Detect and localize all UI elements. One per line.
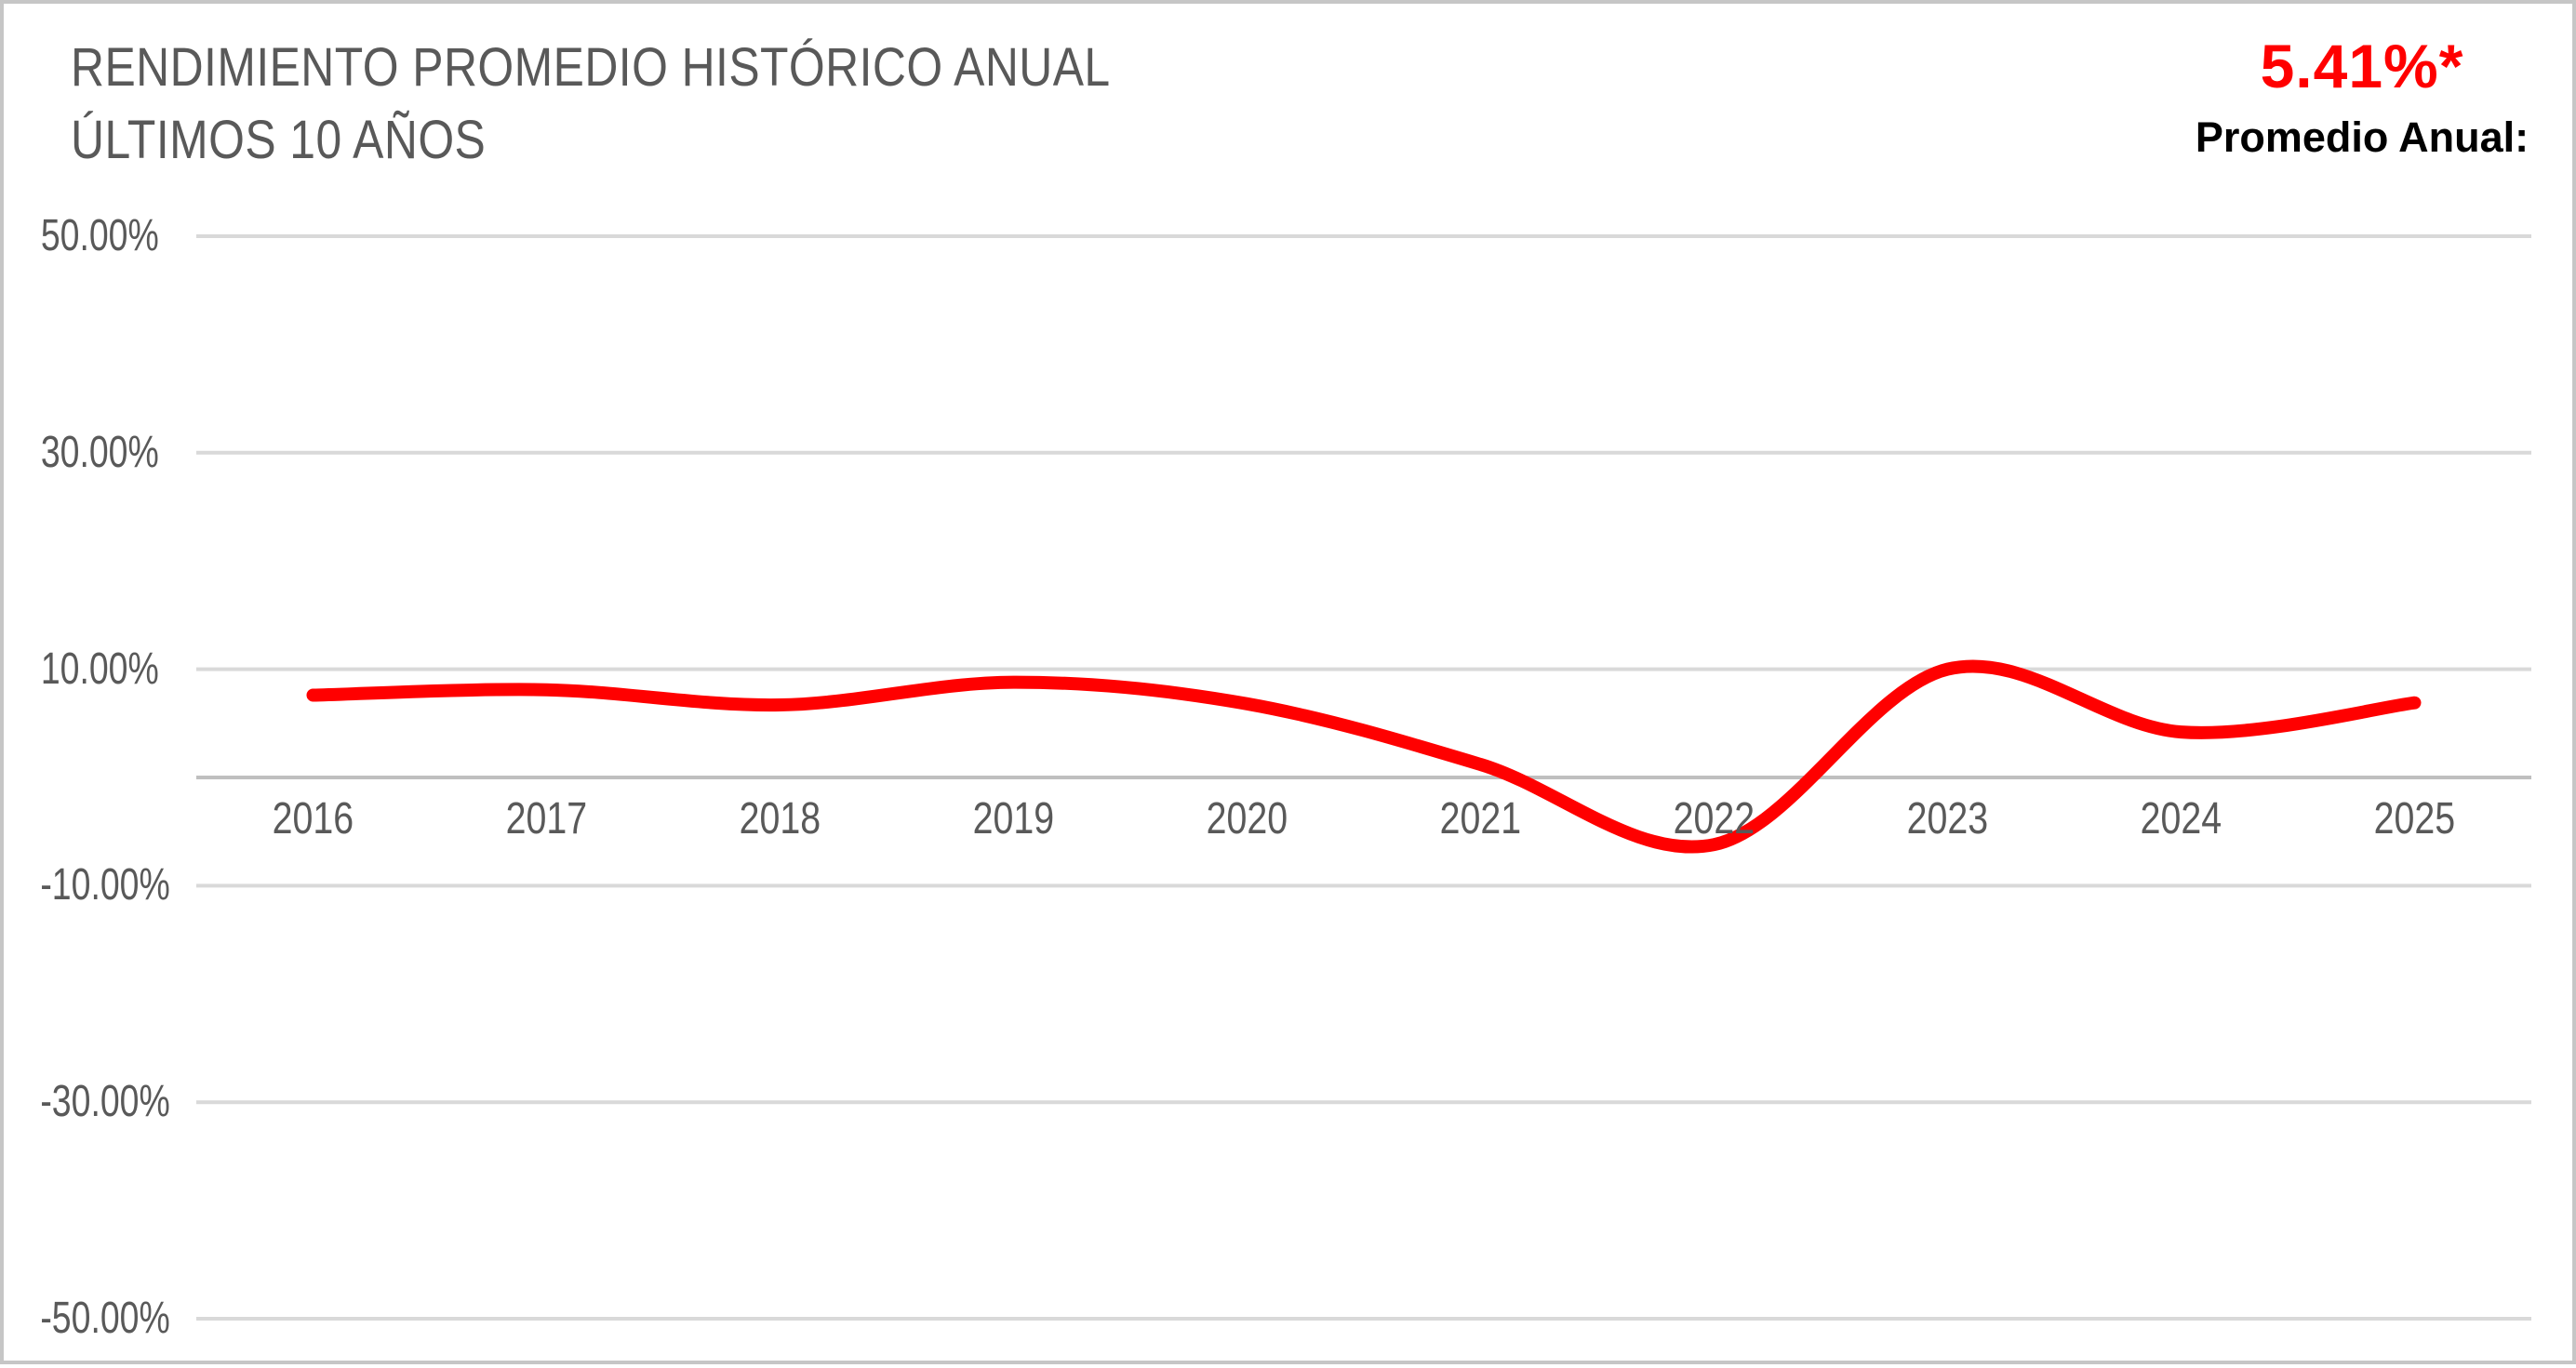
average-label: Promedio Anual: [2195, 113, 2529, 161]
x-axis-year-label: 2023 [1906, 794, 1989, 843]
x-axis-year-label: 2019 [972, 794, 1055, 843]
chart-title-line-2: ÚLTIMOS 10 AÑOS [71, 110, 487, 170]
plot-area [196, 234, 2531, 1321]
y-axis-tick-label: -50.00% [40, 1294, 170, 1343]
y-axis-tick-label: 30.00% [41, 427, 159, 477]
chart-title: RENDIMIENTO PROMEDIO HISTÓRICO ANUAL ÚLT… [71, 32, 1111, 177]
chart-title-line-1: RENDIMIENTO PROMEDIO HISTÓRICO ANUAL [71, 37, 1111, 98]
x-axis-year-label: 2020 [1206, 794, 1288, 843]
x-axis-year-label: 2016 [272, 794, 354, 843]
y-axis-tick-label: -30.00% [40, 1077, 170, 1127]
average-annotation: 5.41%* Promedio Anual: [2148, 32, 2576, 162]
average-value: 5.41%* [2260, 32, 2464, 100]
x-axis-year-label: 2017 [505, 794, 588, 843]
x-axis-year-label: 2024 [2140, 794, 2222, 843]
x-axis-year-label: 2025 [2373, 794, 2456, 843]
y-axis-tick-label: -10.00% [40, 860, 170, 910]
return-line-series [306, 659, 2422, 854]
x-axis-year-label: 2022 [1673, 794, 1755, 843]
y-axis-tick-label: 50.00% [41, 211, 159, 260]
y-axis-tick-label: 10.00% [41, 644, 159, 694]
x-axis-year-label: 2021 [1439, 794, 1522, 843]
x-axis-year-label: 2018 [739, 794, 821, 843]
